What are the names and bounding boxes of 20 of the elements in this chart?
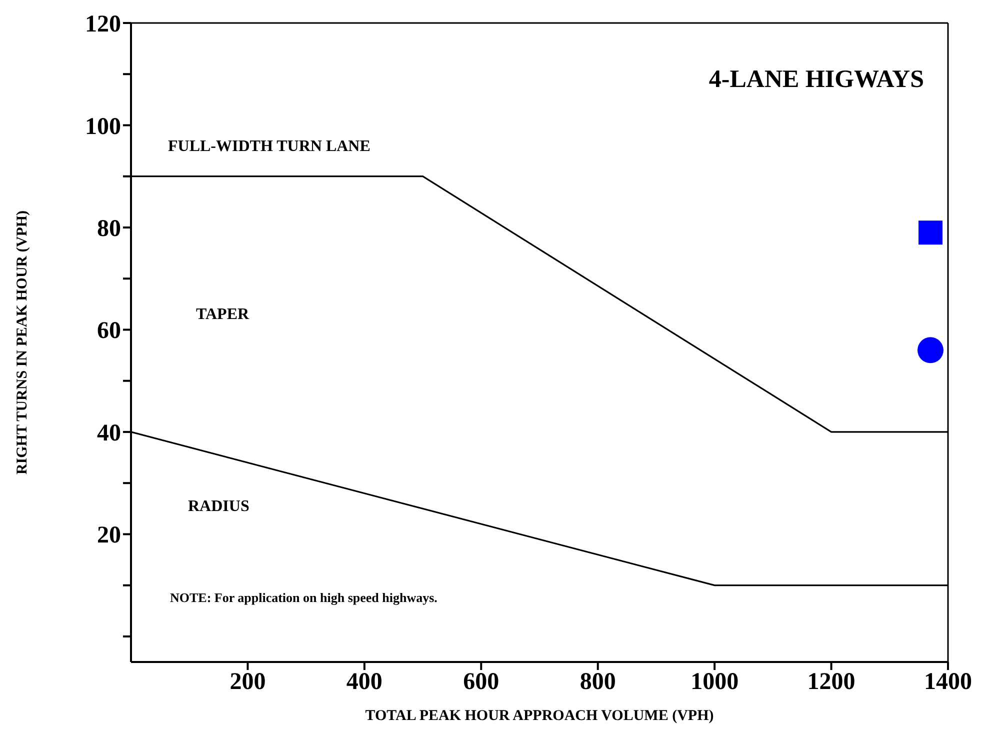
y-tick-label: 60 [97,318,121,344]
x-tick-label: 1000 [690,669,739,696]
annotation: NOTE: For application on high speed highways. [170,590,438,606]
x-tick-label: 1400 [924,669,972,696]
y-tick-label: 100 [85,114,121,140]
y-tick-label: 20 [97,522,121,549]
y-axis-title: RIGHT TURNS IN PEAK HOUR (VPH) [14,210,30,475]
annotation: RADIUS [188,498,250,516]
text: 4-LANE HIGWAYS [708,66,924,94]
y-tick-label: 80 [97,216,121,242]
y-tick-label: 40 [97,420,121,446]
annotation: TAPER [196,306,250,324]
x-tick-label: 800 [580,669,616,696]
x-axis-title: TOTAL PEAK HOUR APPROACH VOLUME (VPH) [365,708,714,724]
x-tick-label: 400 [346,669,382,696]
annotation: FULL-WIDTH TURN LANE [168,138,370,156]
x-tick-label: 200 [230,669,266,696]
x-tick-label: 600 [463,669,500,696]
x-tick-label: 1200 [807,669,856,696]
y-tick-label: 120 [85,12,121,38]
